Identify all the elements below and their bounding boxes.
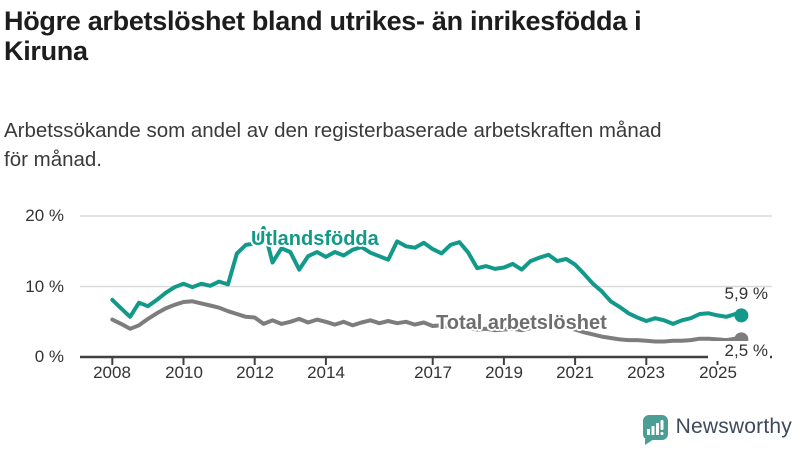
x-axis-tick-2025: 2025 xyxy=(699,363,737,382)
title-line-1: Högre arbetslöshet bland utrikes- än inr… xyxy=(4,6,642,36)
x-axis-tick-2014: 2014 xyxy=(307,363,345,382)
page-title: Högre arbetslöshet bland utrikes- än inr… xyxy=(4,6,796,66)
subtitle-line-1: Arbetssökande som andel av den registerb… xyxy=(4,119,662,142)
line-chart: 20 % 10 % 0 % 2008 2010 2012 2014 2017 2… xyxy=(0,195,800,395)
x-axis-tick-2019: 2019 xyxy=(485,363,523,382)
end-value-label-utlandsfodda: 5,9 % xyxy=(724,284,768,303)
subtitle-line-2: för månad. xyxy=(4,148,102,171)
speech-bubble-tail xyxy=(644,438,654,445)
x-axis-tick-2008: 2008 xyxy=(93,363,131,382)
series-label-total-arbetsloshet: Total arbetslöshet xyxy=(436,312,607,334)
newsworthy-logo[interactable]: Newsworthy xyxy=(642,410,792,445)
y-axis-tick-20: 20 % xyxy=(25,206,64,225)
bar-chart-speech-bubble-icon xyxy=(642,414,668,445)
bar-chart-icon xyxy=(646,419,664,435)
chart-svg xyxy=(80,215,772,365)
x-axis-tick-2017: 2017 xyxy=(414,363,452,382)
x-axis-tick-2023: 2023 xyxy=(627,363,665,382)
x-axis-tick-2012: 2012 xyxy=(236,363,274,382)
logo-text: Newsworthy xyxy=(675,415,792,438)
title-line-2: Kiruna xyxy=(4,36,88,66)
x-axis-tick-2021: 2021 xyxy=(556,363,594,382)
chart-subtitle: Arbetssökande som andel av den registerb… xyxy=(4,116,784,174)
y-axis-tick-0: 0 % xyxy=(34,347,64,366)
x-axis-tick-2010: 2010 xyxy=(165,363,203,382)
y-axis-tick-10: 10 % xyxy=(25,277,64,296)
end-value-label-total: 2,5 % xyxy=(708,341,770,361)
series-label-utlandsfodda: Utlandsfödda xyxy=(251,228,379,250)
